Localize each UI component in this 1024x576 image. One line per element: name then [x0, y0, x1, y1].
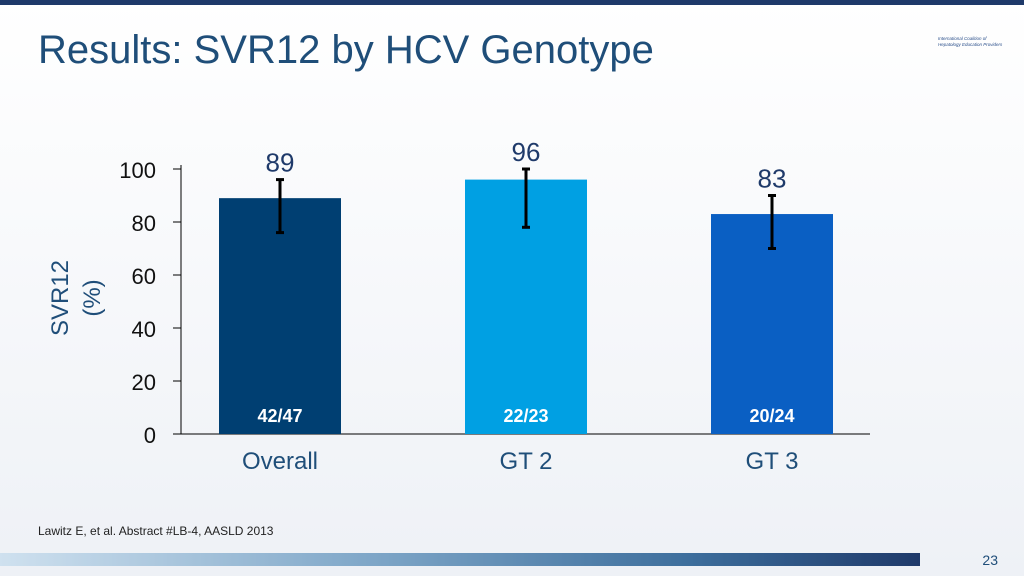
bar-1 [219, 198, 341, 434]
y-tick-label: 40 [132, 317, 156, 342]
citation: Lawitz E, et al. Abstract #LB-4, AASLD 2… [38, 524, 274, 538]
y-tick-label: 20 [132, 370, 156, 395]
sample-size-label: 42/47 [257, 406, 302, 426]
logo-text-line-2: Hepatology Education Providers [938, 42, 1003, 47]
page-number: 23 [982, 552, 998, 568]
logo-text-line-1: International Coalition of [938, 36, 987, 41]
y-tick-label: 60 [132, 264, 156, 289]
data-label: 83 [758, 164, 787, 194]
bar-3 [711, 214, 833, 434]
sample-size-label: 20/24 [749, 406, 794, 426]
x-tick-label: Overall [242, 448, 318, 475]
organization-logo: International Coalition of Hepatology Ed… [938, 36, 1018, 48]
top-accent-bar [0, 0, 1024, 5]
y-axis-title-line-2: (%) [79, 279, 106, 316]
y-tick-label: 100 [119, 158, 156, 183]
data-label: 96 [512, 137, 541, 167]
bottom-accent-bar [0, 553, 920, 566]
y-axis-title-line-1: SVR12 [47, 260, 74, 336]
x-tick-label: GT 2 [500, 448, 553, 475]
y-tick-label: 80 [132, 211, 156, 236]
y-tick-label: 0 [144, 423, 156, 448]
slide-title: Results: SVR12 by HCV Genotype [38, 28, 654, 72]
x-tick-label: GT 3 [746, 448, 799, 475]
sample-size-label: 22/23 [503, 406, 548, 426]
data-label: 89 [266, 148, 295, 178]
